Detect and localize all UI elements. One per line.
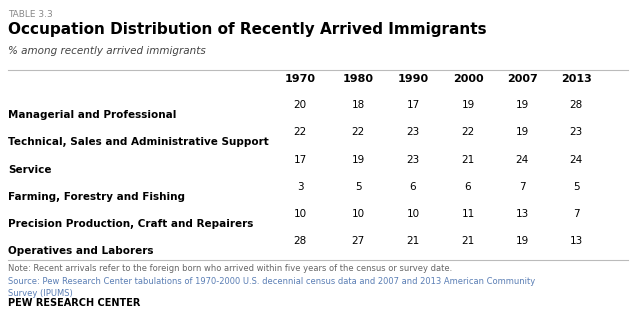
Text: 22: 22 <box>461 127 474 137</box>
Text: 2007: 2007 <box>507 74 537 84</box>
Text: Operatives and Laborers: Operatives and Laborers <box>8 246 153 256</box>
Text: 11: 11 <box>461 209 474 219</box>
Text: PEW RESEARCH CENTER: PEW RESEARCH CENTER <box>8 298 141 308</box>
Text: 28: 28 <box>293 236 307 246</box>
Text: 21: 21 <box>461 236 474 246</box>
Text: 28: 28 <box>569 100 583 110</box>
Text: 23: 23 <box>406 155 420 165</box>
Text: 10: 10 <box>293 209 307 219</box>
Text: 6: 6 <box>410 182 417 192</box>
Text: 19: 19 <box>515 127 529 137</box>
Text: Source: Pew Research Center tabulations of 1970-2000 U.S. decennial census data : Source: Pew Research Center tabulations … <box>8 277 536 298</box>
Text: 3: 3 <box>296 182 303 192</box>
Text: Farming, Forestry and Fishing: Farming, Forestry and Fishing <box>8 192 185 202</box>
Text: 23: 23 <box>406 127 420 137</box>
Text: 19: 19 <box>515 236 529 246</box>
Text: 24: 24 <box>569 155 583 165</box>
Text: 5: 5 <box>572 182 579 192</box>
Text: 22: 22 <box>351 127 364 137</box>
Text: 5: 5 <box>355 182 361 192</box>
Text: 20: 20 <box>293 100 307 110</box>
Text: 17: 17 <box>406 100 420 110</box>
Text: Occupation Distribution of Recently Arrived Immigrants: Occupation Distribution of Recently Arri… <box>8 22 487 37</box>
Text: 6: 6 <box>465 182 471 192</box>
Text: 23: 23 <box>569 127 583 137</box>
Text: 13: 13 <box>569 236 583 246</box>
Text: Note: Recent arrivals refer to the foreign born who arrived within five years of: Note: Recent arrivals refer to the forei… <box>8 264 452 273</box>
Text: 10: 10 <box>352 209 364 219</box>
Text: Precision Production, Craft and Repairers: Precision Production, Craft and Repairer… <box>8 219 253 229</box>
Text: 1970: 1970 <box>284 74 315 84</box>
Text: 13: 13 <box>515 209 529 219</box>
Text: 19: 19 <box>461 100 474 110</box>
Text: 19: 19 <box>515 100 529 110</box>
Text: 22: 22 <box>293 127 307 137</box>
Text: % among recently arrived immigrants: % among recently arrived immigrants <box>8 46 206 56</box>
Text: 27: 27 <box>351 236 364 246</box>
Text: 1990: 1990 <box>398 74 429 84</box>
Text: 7: 7 <box>572 209 579 219</box>
Text: 19: 19 <box>351 155 364 165</box>
Text: 7: 7 <box>519 182 525 192</box>
Text: 2013: 2013 <box>560 74 591 84</box>
Text: Service: Service <box>8 165 52 175</box>
Text: TABLE 3.3: TABLE 3.3 <box>8 10 53 19</box>
Text: Managerial and Professional: Managerial and Professional <box>8 110 176 120</box>
Text: 21: 21 <box>406 236 420 246</box>
Text: 2000: 2000 <box>453 74 483 84</box>
Text: 21: 21 <box>461 155 474 165</box>
Text: 1980: 1980 <box>343 74 373 84</box>
Text: Technical, Sales and Administrative Support: Technical, Sales and Administrative Supp… <box>8 137 269 147</box>
Text: 18: 18 <box>351 100 364 110</box>
Text: 17: 17 <box>293 155 307 165</box>
Text: 24: 24 <box>515 155 529 165</box>
Text: 10: 10 <box>406 209 420 219</box>
